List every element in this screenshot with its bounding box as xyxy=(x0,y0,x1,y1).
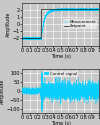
Y-axis label: Amplitude: Amplitude xyxy=(6,11,11,37)
Legend: Control signal: Control signal xyxy=(43,71,78,77)
Y-axis label: Amplitude: Amplitude xyxy=(0,78,5,104)
X-axis label: Time (s): Time (s) xyxy=(51,54,70,59)
X-axis label: Time (s): Time (s) xyxy=(51,121,70,125)
Legend: Measurement, Setpoint: Measurement, Setpoint xyxy=(63,19,97,29)
